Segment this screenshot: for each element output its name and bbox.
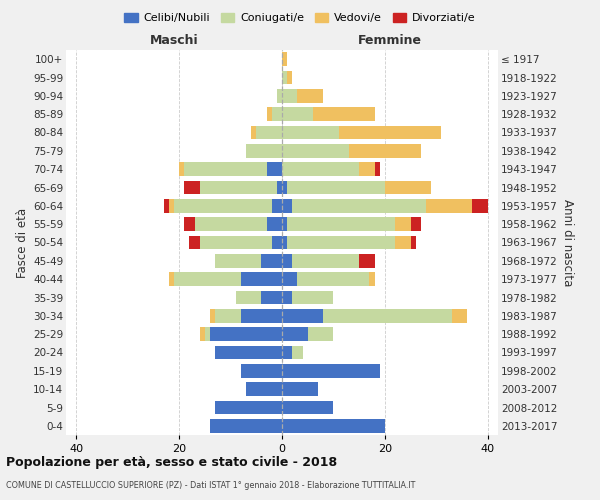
Text: Popolazione per età, sesso e stato civile - 2018: Popolazione per età, sesso e stato civil…: [6, 456, 337, 469]
Bar: [292, 290, 334, 304]
Bar: [452, 309, 467, 322]
Bar: [410, 236, 416, 250]
Bar: [266, 218, 282, 231]
Bar: [194, 218, 266, 231]
Bar: [205, 328, 210, 341]
Bar: [282, 180, 287, 194]
Bar: [282, 108, 313, 121]
Bar: [298, 272, 370, 286]
Bar: [251, 126, 256, 140]
Bar: [282, 272, 298, 286]
Bar: [282, 309, 323, 322]
Bar: [272, 108, 282, 121]
Legend: Celibi/Nubili, Coniugati/e, Vedovi/e, Divorziati/e: Celibi/Nubili, Coniugati/e, Vedovi/e, Di…: [120, 8, 480, 28]
Bar: [241, 309, 282, 322]
Bar: [282, 162, 359, 176]
Bar: [287, 70, 292, 85]
Bar: [395, 218, 410, 231]
Bar: [272, 199, 282, 212]
Bar: [210, 328, 282, 341]
Bar: [323, 309, 452, 322]
Bar: [282, 382, 318, 396]
Bar: [210, 309, 215, 322]
Bar: [282, 199, 292, 212]
Bar: [184, 162, 266, 176]
Bar: [292, 254, 359, 268]
Bar: [282, 89, 298, 102]
Bar: [282, 70, 287, 85]
Bar: [246, 382, 282, 396]
Y-axis label: Fasce di età: Fasce di età: [16, 208, 29, 278]
Bar: [282, 236, 287, 250]
Bar: [349, 144, 421, 158]
Bar: [282, 290, 292, 304]
Bar: [184, 180, 200, 194]
Bar: [241, 364, 282, 378]
Bar: [308, 328, 334, 341]
Bar: [164, 199, 169, 212]
Bar: [169, 272, 174, 286]
Bar: [282, 346, 292, 360]
Bar: [174, 272, 241, 286]
Bar: [282, 144, 349, 158]
Bar: [256, 126, 282, 140]
Bar: [200, 180, 277, 194]
Bar: [282, 254, 292, 268]
Bar: [298, 89, 323, 102]
Bar: [277, 180, 282, 194]
Bar: [292, 346, 302, 360]
Bar: [282, 364, 380, 378]
Bar: [313, 108, 374, 121]
Bar: [190, 236, 200, 250]
Bar: [359, 162, 374, 176]
Bar: [174, 199, 272, 212]
Bar: [236, 290, 262, 304]
Bar: [246, 144, 282, 158]
Bar: [184, 218, 194, 231]
Bar: [262, 254, 282, 268]
Bar: [287, 236, 395, 250]
Bar: [210, 419, 282, 432]
Bar: [282, 218, 287, 231]
Bar: [292, 199, 426, 212]
Text: Femmine: Femmine: [358, 34, 422, 48]
Bar: [179, 162, 184, 176]
Bar: [282, 126, 338, 140]
Bar: [395, 236, 410, 250]
Text: COMUNE DI CASTELLUCCIO SUPERIORE (PZ) - Dati ISTAT 1° gennaio 2018 - Elaborazion: COMUNE DI CASTELLUCCIO SUPERIORE (PZ) - …: [6, 480, 415, 490]
Bar: [262, 290, 282, 304]
Bar: [287, 218, 395, 231]
Bar: [215, 400, 282, 414]
Bar: [410, 218, 421, 231]
Bar: [338, 126, 442, 140]
Bar: [266, 108, 272, 121]
Bar: [215, 309, 241, 322]
Bar: [472, 199, 488, 212]
Bar: [282, 328, 308, 341]
Bar: [282, 400, 334, 414]
Text: Maschi: Maschi: [149, 34, 199, 48]
Bar: [277, 89, 282, 102]
Bar: [426, 199, 472, 212]
Bar: [282, 419, 385, 432]
Y-axis label: Anni di nascita: Anni di nascita: [561, 199, 574, 286]
Bar: [272, 236, 282, 250]
Bar: [200, 236, 272, 250]
Bar: [215, 346, 282, 360]
Bar: [215, 254, 262, 268]
Bar: [266, 162, 282, 176]
Bar: [169, 199, 174, 212]
Bar: [241, 272, 282, 286]
Bar: [385, 180, 431, 194]
Bar: [359, 254, 374, 268]
Bar: [282, 52, 287, 66]
Bar: [374, 162, 380, 176]
Bar: [370, 272, 374, 286]
Bar: [287, 180, 385, 194]
Bar: [200, 328, 205, 341]
